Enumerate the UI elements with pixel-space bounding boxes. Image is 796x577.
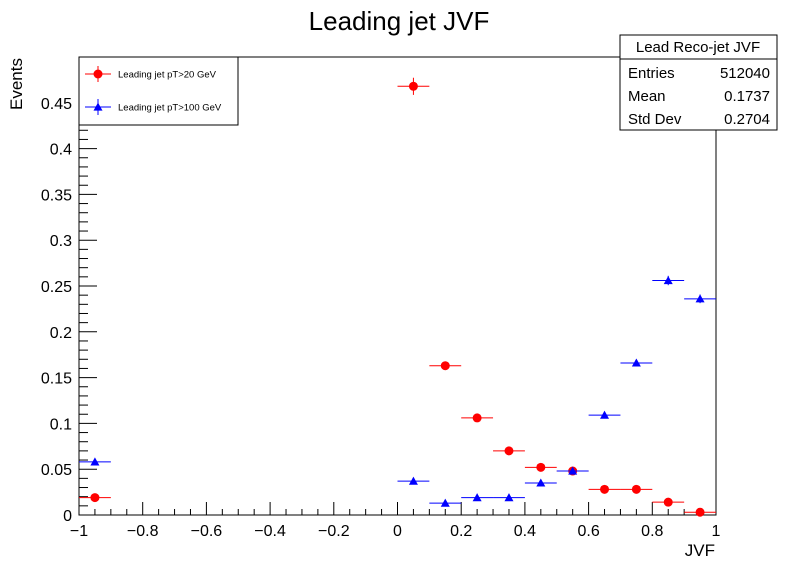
data-point bbox=[695, 294, 705, 303]
data-point bbox=[440, 498, 450, 507]
x-tick-label: 0 bbox=[393, 523, 402, 540]
axis-ticks: −1 −0.8 −0.6 −0.4 −0.2 0 0.2 0.4 0.6 0.8 1 0 0.05 0.1… bbox=[41, 65, 721, 540]
data-point bbox=[568, 466, 578, 475]
x-tick-label: −1 bbox=[70, 523, 88, 540]
data-point bbox=[663, 497, 673, 507]
data-point bbox=[472, 413, 482, 423]
data-point bbox=[504, 446, 514, 456]
stats-label: Entries bbox=[628, 65, 675, 82]
data-point bbox=[663, 276, 673, 285]
legend-label: Leading jet pT>20 GeV bbox=[118, 70, 217, 81]
data-point bbox=[600, 410, 610, 419]
y-tick-label: 0.2 bbox=[50, 325, 72, 342]
x-tick-label: −0.2 bbox=[318, 523, 350, 540]
data-point bbox=[90, 493, 100, 503]
legend-label: Leading jet pT>100 GeV bbox=[118, 103, 222, 114]
x-tick-label: 1 bbox=[712, 523, 721, 540]
y-tick-label: 0 bbox=[63, 508, 72, 525]
legend-marker bbox=[93, 102, 103, 111]
data-point bbox=[536, 478, 546, 487]
stats-value: 512040 bbox=[720, 65, 770, 82]
data-point bbox=[504, 493, 514, 502]
data-point bbox=[472, 493, 482, 502]
legend-marker bbox=[93, 69, 103, 79]
data-point bbox=[440, 361, 450, 371]
x-tick-label: 0.4 bbox=[514, 523, 536, 540]
stats-label: Mean bbox=[628, 88, 666, 105]
data-point bbox=[408, 81, 418, 91]
x-axis-label: JVF bbox=[685, 541, 715, 560]
stats-box-title: Lead Reco-jet JVF bbox=[636, 39, 760, 56]
data-points bbox=[79, 77, 716, 517]
x-tick-label: 0.2 bbox=[450, 523, 472, 540]
y-tick-label: 0.35 bbox=[41, 187, 72, 204]
legend-box bbox=[78, 56, 239, 126]
y-tick-label: 0.45 bbox=[41, 96, 72, 113]
data-point bbox=[631, 358, 641, 367]
y-tick-label: 0.05 bbox=[41, 462, 72, 479]
stats-label: Std Dev bbox=[628, 111, 682, 128]
y-tick-label: 0.4 bbox=[50, 142, 72, 159]
y-tick-label: 0.15 bbox=[41, 371, 72, 388]
y-tick-label: 0.1 bbox=[50, 416, 72, 433]
stats-box-border bbox=[619, 34, 778, 131]
x-tick-label: −0.6 bbox=[191, 523, 223, 540]
stats-value: 0.1737 bbox=[724, 88, 770, 105]
stats-box: Lead Reco-jet JVF Entries 512040 Mean 0.1737… bbox=[619, 34, 778, 131]
series-1 bbox=[79, 77, 716, 517]
data-point bbox=[695, 507, 705, 517]
data-point bbox=[408, 476, 418, 485]
data-point bbox=[631, 484, 641, 494]
data-point bbox=[90, 457, 100, 466]
y-tick-label: 0.25 bbox=[41, 279, 72, 296]
x-tick-label: 0.6 bbox=[577, 523, 599, 540]
x-tick-label: −0.8 bbox=[127, 523, 159, 540]
stats-value: 0.2704 bbox=[724, 111, 770, 128]
y-tick-label: 0.3 bbox=[50, 233, 72, 250]
data-point bbox=[600, 484, 610, 494]
data-point bbox=[536, 462, 546, 472]
x-tick-label: 0.8 bbox=[641, 523, 663, 540]
legend: Leading jet pT>20 GeV Leading jet pT>100 … bbox=[78, 56, 239, 126]
y-axis-label: Events bbox=[7, 58, 26, 110]
x-tick-label: −0.4 bbox=[254, 523, 286, 540]
series-2 bbox=[79, 275, 716, 507]
chart-title: Leading jet JVF bbox=[309, 6, 490, 36]
